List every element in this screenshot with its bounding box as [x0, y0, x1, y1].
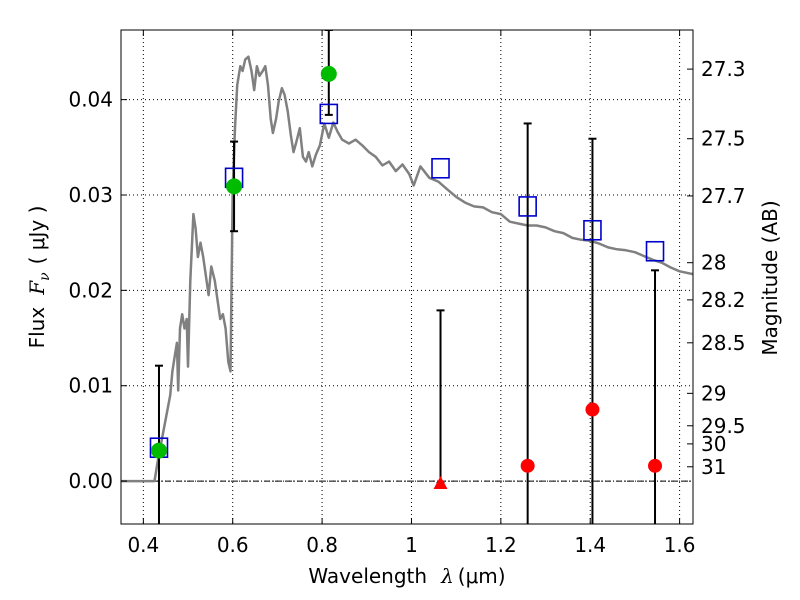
x-tick-label: 1.2 [485, 533, 517, 557]
x-tick-label: 0.6 [217, 533, 249, 557]
model-square-marker [645, 240, 665, 262]
x-tick-label: 1.6 [664, 533, 696, 557]
x-tick-label: 1.4 [574, 533, 606, 557]
plot-frame [120, 29, 694, 525]
x-tick-label: 0.4 [127, 533, 159, 557]
x-tick-label: 0.8 [306, 533, 338, 557]
mag-tick-label: 28.2 [701, 288, 746, 312]
detection-marker [320, 65, 337, 82]
mag-tick-label: 27.7 [701, 184, 746, 208]
axis-ticks: 0.4 0.6 0.8 1 1.2 1.4 1.6 0.00 0.01 0.02 0.03 0.04 2… [68, 30, 746, 557]
upper-limit-marker [520, 458, 535, 473]
detection-marker [226, 178, 243, 195]
model-square-marker [518, 196, 537, 217]
detection-marker [150, 442, 167, 459]
model-square-marker [431, 157, 450, 179]
y-tick-label: 0.00 [68, 469, 113, 493]
mag-tick-label: 31 [701, 455, 726, 479]
mag-tick-label: 27.3 [701, 57, 746, 81]
y-tick-label: 0.02 [68, 278, 113, 302]
y-tick-label: 0.04 [68, 88, 113, 112]
mag-tick-label: 28.5 [701, 331, 746, 355]
y-axis-label: FluxFν( μJy ) [25, 206, 53, 349]
mag-tick-label: 30 [701, 432, 726, 456]
y-tick-label: 0.03 [68, 183, 113, 207]
upper-limit-marker [585, 402, 600, 417]
model-square-marker [583, 219, 602, 241]
sed-model-curve [121, 55, 693, 483]
x-axis-label: Wavelength λ (μm) [308, 564, 505, 588]
mag-tick-label: 27.5 [701, 127, 746, 151]
marker-layer [149, 65, 665, 489]
x-tick-label: 1 [405, 533, 418, 557]
model-square-marker [319, 103, 339, 125]
mag-tick-label: 29 [701, 381, 726, 405]
mag-tick-label: 29.5 [701, 414, 746, 438]
errorbar-layer [154, 30, 660, 524]
upper-limit-marker [648, 458, 663, 473]
y2-axis-label: Magnitude (AB) [758, 200, 782, 355]
mag-tick-label: 28 [701, 251, 726, 275]
sed-curve-layer [121, 55, 693, 483]
y-tick-label: 0.01 [68, 374, 113, 398]
upper-limit-triangle-marker [433, 475, 448, 489]
